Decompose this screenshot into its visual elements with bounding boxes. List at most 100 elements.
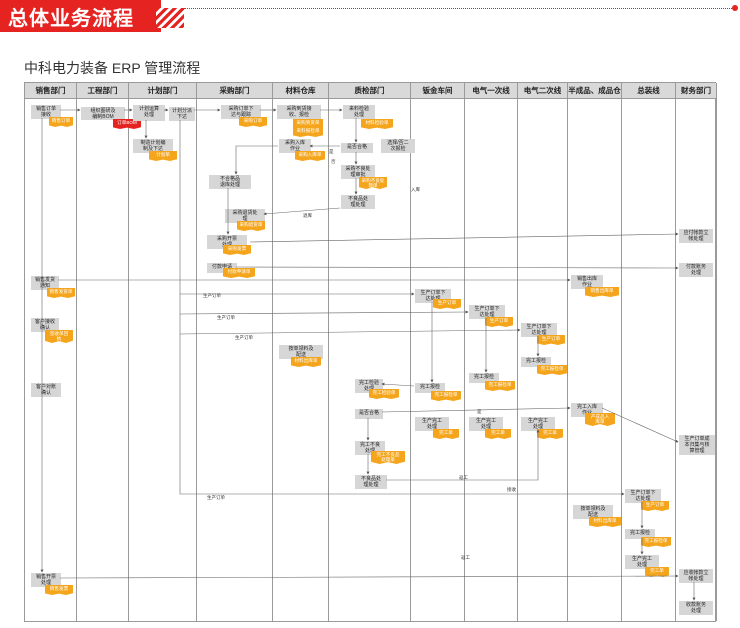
pl-complete-box: 生产完工 处理 (469, 417, 503, 431)
goods-receive-doc: 产成品入 库单 (585, 413, 615, 426)
as-order-doc: 生产订单 (641, 501, 669, 511)
customer-receive-box: 客户接收 确认 (31, 318, 59, 332)
diagram-subtitle: 中科电力装备 ERP 管理流程 (24, 60, 201, 76)
as-complete-doc: 完工单 (645, 567, 669, 577)
sm-complete-doc: 完工单 (433, 429, 459, 439)
sm-order-doc: 生产订单 (433, 299, 461, 309)
flow-to-ap (249, 232, 679, 243)
as-order-box: 生产订单下 达处理 (625, 489, 661, 503)
lane-header-semi-goods: 半成品、成品仓 (568, 83, 622, 99)
flow-connectors (40, 108, 696, 601)
sl-report-doc: 完工报检单 (537, 365, 567, 375)
lane-sheet-metal (411, 99, 465, 621)
ar-box: 应收帐款立 帐处理 (679, 569, 713, 583)
flow-to-pay (235, 266, 679, 270)
receipt-doc: 签收单回 执 (45, 330, 73, 343)
incoming-inspect-box: 来料检验 处理 (343, 105, 375, 119)
lane-header-purchasing: 采购部门 (197, 83, 273, 99)
finance-payment-box: 付款账务 处理 (679, 263, 713, 277)
pl-complete-doc: 完工单 (485, 429, 511, 439)
label-rework-2: 返工 (461, 555, 470, 560)
finish-unqualified-doc: 完工不良品 处理单 (371, 451, 405, 464)
purchase-return-doc: 采购退货单 (237, 221, 265, 231)
banner-stripes (156, 8, 184, 28)
sales-order-receive: 销售订单 接收 (31, 105, 61, 119)
lane-header-assembly: 总装线 (622, 83, 676, 99)
finance-receipt-box: 收款账务 处理 (679, 601, 713, 615)
plan-calc-box: 计划运算 处理 (133, 105, 165, 121)
pl-order-box: 生产订单下 达处理 (469, 305, 505, 319)
swimlane-diagram: 销售部门 工程部门 计划部门 采购部门 材料仓库 质检部门 钣金车间 电气一次线 电气二次线 半成… (24, 82, 717, 622)
sales-ship-doc: 销售发货单 (47, 288, 75, 298)
label-prod-order-4: 生产订单 (207, 495, 225, 500)
sl-order-doc: 生产订单 (537, 335, 565, 345)
flow-stockin-to-purch (234, 145, 278, 175)
lane-header-sales: 销售部门 (25, 83, 77, 99)
reject-handle-box: 采购不良处 理审批 (341, 165, 375, 179)
cost-box: 生产订单成 本归集与核 算管理 (679, 435, 715, 455)
label-rework-1: 返工 (459, 475, 468, 480)
lane-header-sheet-metal: 钣金车间 (411, 83, 465, 99)
as-report-doc: 完工报检单 (641, 537, 671, 547)
lane-header-warehouse: 材料仓库 (273, 83, 329, 99)
lane-engineering (77, 99, 129, 621)
purchase-invoice-doc: 采购发票 (223, 245, 251, 255)
sl-order-box: 生产订单下 达处理 (521, 323, 557, 337)
sales-shipping-notice: 销售发货 通知 (31, 276, 59, 290)
section-title-banner: 总体业务流程 (0, 0, 161, 32)
lane-planning (129, 99, 197, 621)
stock-in-box: 采购入库 作业 (279, 139, 311, 153)
sales-shipment-doc: 销售出库单 (585, 287, 619, 297)
section-title: 总体业务流程 (8, 7, 134, 30)
bom-doc: 订单BOM (113, 119, 141, 129)
customer-check-box: 客户对账 确认 (31, 383, 61, 397)
lane-purchasing (197, 99, 273, 621)
label-reject: 否 (331, 159, 336, 164)
pl-order-doc: 生产订单 (485, 317, 513, 327)
label-warehousing: 入库 (411, 187, 420, 192)
payment-request-doc: 付款申请单 (223, 268, 255, 278)
sales-shipment-box: 销售出库 作业 (571, 275, 603, 289)
final-pass-box: 是否合格 (355, 409, 383, 419)
flow-plan-long (179, 120, 625, 496)
sl-complete-doc: 完工单 (537, 429, 563, 439)
flow-report-to-qc (381, 382, 415, 387)
arrival-doc: 采购到货单 (293, 119, 323, 129)
flow-prod-pl (179, 310, 469, 315)
sm-report-doc: 完工报检单 (431, 391, 461, 401)
label-yes-2: 是 (477, 409, 482, 414)
flow-prod-sl (179, 328, 521, 335)
lane-header-secondary-line: 电气二次线 (518, 83, 568, 99)
sm-report-box: 完工报检 (415, 383, 445, 393)
lane-secondary-line (518, 99, 568, 621)
sales-order-doc: 销售订单 (49, 117, 73, 127)
rework-handle-box: 不良品处 理处理 (355, 475, 387, 489)
banner-rule (184, 8, 736, 9)
reject-handle-doc: 采购不良处 理单 (359, 177, 387, 189)
label-receive: 接收 (507, 487, 516, 492)
inspect-doc: 来料报检单 (293, 127, 323, 137)
plan-create-box: 制造计划编 制及下达 (133, 139, 173, 153)
qc-qualified-box: 是否合格 (341, 143, 373, 153)
lane-header-engineering: 工程部门 (77, 83, 129, 99)
lane-header-qc: 质检部门 (329, 83, 411, 99)
ap-box: 应付帐款立 帐处理 (679, 229, 713, 243)
flow-goods-to-cost (601, 407, 679, 443)
label-prod-order-2: 生产订单 (217, 315, 235, 320)
pl-report-doc: 完工报检单 (485, 381, 515, 391)
banner-dot (732, 5, 738, 11)
plan-dispatch-box: 计划分派 下达 (169, 107, 195, 121)
pl-report-box: 完工报检 (469, 373, 499, 383)
incoming-inspect-doc: 材料检验单 (361, 119, 393, 129)
purchase-return-box: 采购退货处 理 (225, 209, 265, 223)
flow-pass-to-goods (381, 406, 571, 413)
flow-rework-back (386, 429, 540, 481)
sl-complete-box: 生产完工 处理 (521, 417, 555, 431)
flow-to-ar (59, 574, 679, 579)
lane-header-planning: 计划部门 (129, 83, 197, 99)
lane-assembly (622, 99, 676, 621)
lane-primary-line (465, 99, 518, 621)
lane-qc (329, 99, 411, 621)
payment-request-box: 付款申请 (207, 263, 237, 273)
sales-invoice-doc: 销售发票 (45, 585, 73, 595)
